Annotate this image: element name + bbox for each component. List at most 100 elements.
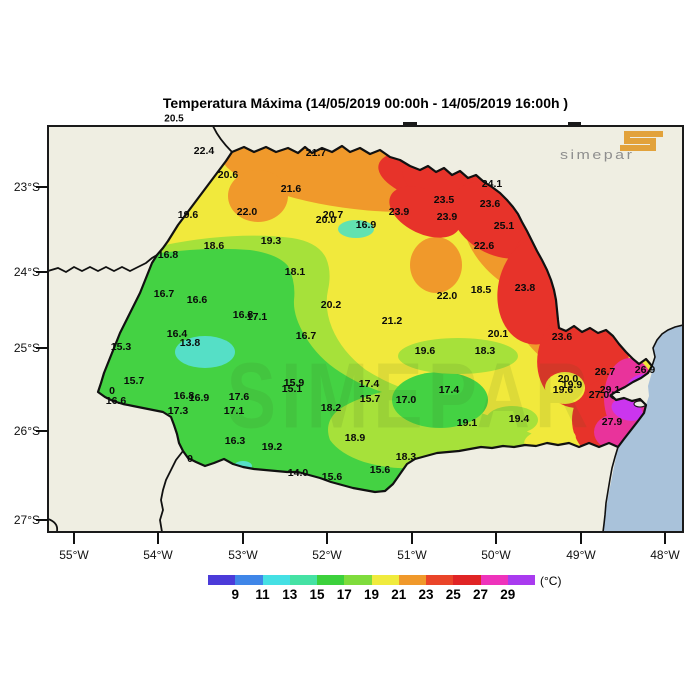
station-value: 19.6 (552, 384, 574, 396)
station-value: 16.9 (188, 392, 210, 404)
station-value: 20.1 (487, 328, 509, 340)
station-value: 25.1 (493, 220, 515, 232)
station-value: 29.1 (599, 384, 621, 396)
colorbar-segment (507, 575, 535, 585)
station-value: 16.9 (355, 219, 377, 231)
station-value: 26.9 (634, 364, 656, 376)
neighbour-borders (48, 126, 233, 532)
station-value: 23.9 (436, 211, 458, 223)
station-value: 20.0 (315, 214, 337, 226)
lon-tick-label: 52°W (312, 548, 342, 562)
colorbar-segment (453, 575, 481, 585)
station-value: 19.1 (456, 417, 478, 429)
station-value: 17.6 (228, 391, 250, 403)
station-value: 16.7 (295, 330, 317, 342)
station-value: 21.7 (305, 147, 327, 159)
colorbar-tick-label: 21 (391, 587, 407, 602)
station-value: 18.3 (474, 345, 496, 357)
station-value: 20.2 (320, 299, 342, 311)
temperature-colorbar (208, 575, 535, 585)
lat-tick-mark (36, 347, 48, 349)
station-value: 18.5 (470, 284, 492, 296)
coastline-north (651, 324, 683, 367)
colorbar-segment (317, 575, 345, 585)
station-value: 16.8 (232, 309, 254, 321)
simepar-logo-text: simepar (560, 149, 635, 163)
colorbar-tick-label: 25 (445, 587, 461, 602)
station-value: 16.8 (157, 249, 179, 261)
lon-tick-mark (157, 532, 159, 544)
contour-label: 20.5 (164, 113, 184, 125)
lat-tick-mark (36, 430, 48, 432)
lon-tick-label: 48°W (650, 548, 680, 562)
station-value: 15.7 (359, 393, 381, 405)
colorbar-tick-label: 27 (472, 587, 489, 602)
colorbar-tick-label: 11 (255, 587, 270, 602)
colorbar-tick-label: 23 (418, 587, 434, 602)
station-value: 19.4 (508, 413, 530, 425)
station-value: 16.3 (224, 435, 246, 447)
station-value: 23.9 (388, 206, 410, 218)
station-value: 21.2 (381, 315, 403, 327)
station-value: 20.0 (557, 373, 579, 385)
station-value: 22.0 (236, 206, 258, 218)
lon-tick-mark (580, 532, 582, 544)
colorbar-tick-label: 17 (336, 587, 352, 602)
coastline-south (602, 446, 619, 532)
lon-tick-label: 50°W (481, 548, 511, 562)
station-value: 23.6 (551, 331, 573, 343)
station-value: 22.6 (473, 240, 495, 252)
colorbar-tick-label: 19 (363, 587, 380, 602)
station-value: 18.3 (395, 451, 417, 463)
station-value: 18.6 (203, 240, 225, 252)
colorbar-segment (344, 575, 372, 585)
station-value: 23.5 (433, 194, 455, 206)
station-value: 20.6 (217, 169, 239, 181)
lat-tick-label: 27°S (13, 513, 40, 527)
station-value: 23.6 (479, 198, 501, 210)
plot-frame (47, 125, 684, 533)
colorbar-segment (208, 575, 236, 585)
station-value: 14.0 (287, 467, 309, 479)
station-value: 15.3 (110, 341, 132, 353)
station-value: 21.6 (280, 183, 302, 195)
colorbar-segment (398, 575, 426, 585)
lon-tick-mark (326, 532, 328, 544)
station-value: 17.4 (438, 384, 460, 396)
station-value: 20.7 (322, 209, 344, 221)
station-value: 15.7 (123, 375, 145, 387)
lon-tick-label: 53°W (228, 548, 258, 562)
lat-tick-label: 26°S (13, 424, 40, 438)
station-value: 24.1 (481, 178, 503, 190)
station-value: 16.6 (186, 294, 208, 306)
lon-tick-label: 55°W (59, 548, 89, 562)
clipped-contour-label (403, 122, 417, 126)
colorbar-tick-label: 29 (500, 587, 516, 602)
page-title: Temperatura Máxima (14/05/2019 00:00h - … (162, 95, 569, 111)
colorbar-segment (289, 575, 317, 585)
station-value: 22.0 (436, 290, 458, 302)
station-value: 19.6 (177, 209, 199, 221)
station-value: 17.4 (358, 378, 380, 390)
station-value: 16.7 (153, 288, 175, 300)
colorbar-tick-label: 13 (282, 587, 298, 602)
station-value: 17.3 (167, 405, 189, 417)
station-value: 18.2 (320, 402, 342, 414)
lat-tick-label: 24°S (13, 265, 40, 279)
colorbar-unit: (°C) (540, 574, 562, 588)
lon-tick-mark (242, 532, 244, 544)
station-value: 17.1 (223, 405, 245, 417)
simepar-logo-icon (620, 131, 663, 151)
station-value: 16.4 (166, 328, 188, 340)
colorbar-tick-label: 15 (309, 587, 325, 602)
station-value: 13.8 (179, 337, 201, 349)
station-value: 0 (187, 453, 193, 465)
station-value: 19.2 (261, 441, 283, 453)
lon-tick-mark (664, 532, 666, 544)
station-value: 18.1 (284, 266, 306, 278)
state-border (96, 144, 654, 494)
colorbar-segment (480, 575, 508, 585)
station-value: 27.9 (601, 416, 623, 428)
lon-tick-mark (411, 532, 413, 544)
